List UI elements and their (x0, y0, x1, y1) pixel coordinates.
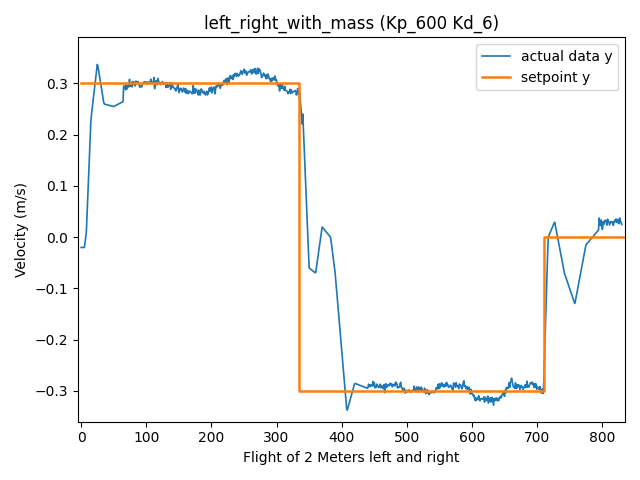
setpoint y (77, 81, 85, 86)
actual data y (215, 83, 223, 88)
Title: left_right_with_mass (Kp_600 Kd_6): left_right_with_mass (Kp_600 Kd_6) (204, 15, 499, 33)
actual data y (383, 384, 390, 390)
actual data y (93, 61, 101, 67)
actual data y (618, 222, 625, 228)
Legend: actual data y, setpoint y: actual data y, setpoint y (476, 44, 618, 90)
actual data y (309, 268, 317, 274)
setpoint y (296, 81, 303, 86)
actual data y (349, 389, 356, 395)
actual data y (380, 382, 388, 387)
Line: actual data y: actual data y (81, 64, 621, 410)
setpoint y (621, 234, 629, 240)
setpoint y (296, 388, 303, 394)
actual data y (443, 380, 451, 385)
Y-axis label: Velocity (m/s): Velocity (m/s) (15, 182, 29, 277)
setpoint y (540, 388, 547, 394)
actual data y (77, 245, 85, 251)
X-axis label: Flight of 2 Meters left and right: Flight of 2 Meters left and right (243, 451, 460, 465)
Line: setpoint y: setpoint y (81, 84, 625, 391)
actual data y (344, 407, 351, 413)
setpoint y (540, 234, 547, 240)
